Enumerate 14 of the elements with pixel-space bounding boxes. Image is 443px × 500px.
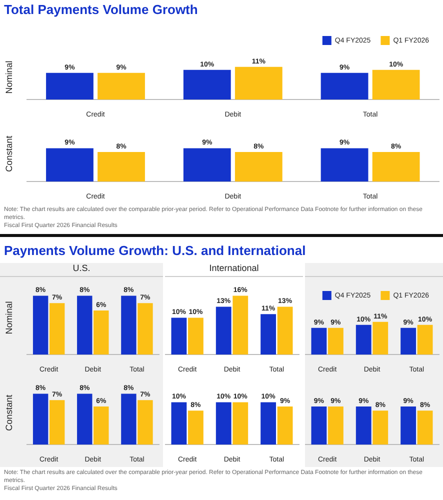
- chart-title: Payments Volume Growth: U.S. and International: [3, 242, 307, 260]
- y-axis-title: Nominal: [4, 60, 14, 94]
- bar: [171, 318, 187, 355]
- bar: [232, 296, 248, 355]
- y-axis-title: Constant: [4, 135, 14, 172]
- chart-subtitle: U.S.: [0, 263, 163, 277]
- bar: [188, 318, 204, 355]
- y-axis-title: Constant: [4, 394, 14, 431]
- bar: [216, 306, 232, 355]
- chart-title: Total Payments Volume Growth: [3, 1, 199, 19]
- y-axis-title: Nominal: [4, 301, 14, 334]
- bar: [260, 314, 276, 355]
- chart-title: International: [165, 263, 303, 277]
- bar: [277, 306, 293, 355]
